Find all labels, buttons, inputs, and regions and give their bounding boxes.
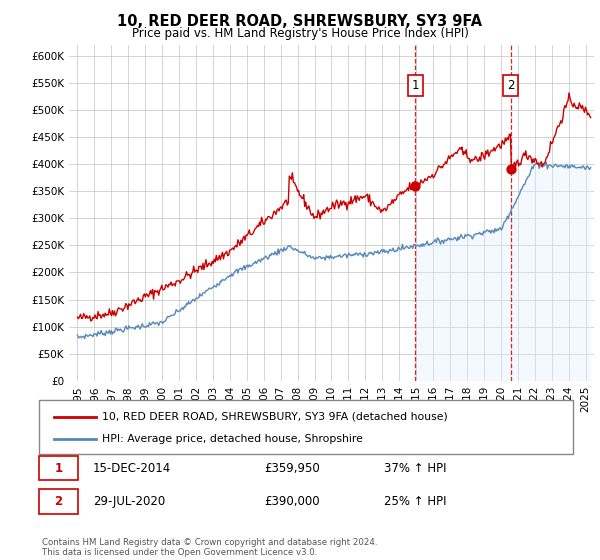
Text: 1: 1	[412, 79, 419, 92]
Text: 15-DEC-2014: 15-DEC-2014	[93, 461, 171, 475]
Text: £390,000: £390,000	[264, 495, 320, 508]
Text: Contains HM Land Registry data © Crown copyright and database right 2024.
This d: Contains HM Land Registry data © Crown c…	[42, 538, 377, 557]
Text: 10, RED DEER ROAD, SHREWSBURY, SY3 9FA (detached house): 10, RED DEER ROAD, SHREWSBURY, SY3 9FA (…	[102, 412, 448, 422]
Text: 37% ↑ HPI: 37% ↑ HPI	[384, 461, 446, 475]
Text: 1: 1	[55, 461, 62, 475]
Text: HPI: Average price, detached house, Shropshire: HPI: Average price, detached house, Shro…	[102, 434, 363, 444]
Text: 29-JUL-2020: 29-JUL-2020	[93, 495, 165, 508]
Text: 25% ↑ HPI: 25% ↑ HPI	[384, 495, 446, 508]
Text: 10, RED DEER ROAD, SHREWSBURY, SY3 9FA: 10, RED DEER ROAD, SHREWSBURY, SY3 9FA	[118, 14, 482, 29]
Text: £359,950: £359,950	[264, 461, 320, 475]
Point	[410, 181, 420, 190]
Point	[506, 165, 515, 174]
Text: Price paid vs. HM Land Registry's House Price Index (HPI): Price paid vs. HM Land Registry's House …	[131, 27, 469, 40]
Text: 2: 2	[55, 495, 62, 508]
Text: 2: 2	[507, 79, 514, 92]
